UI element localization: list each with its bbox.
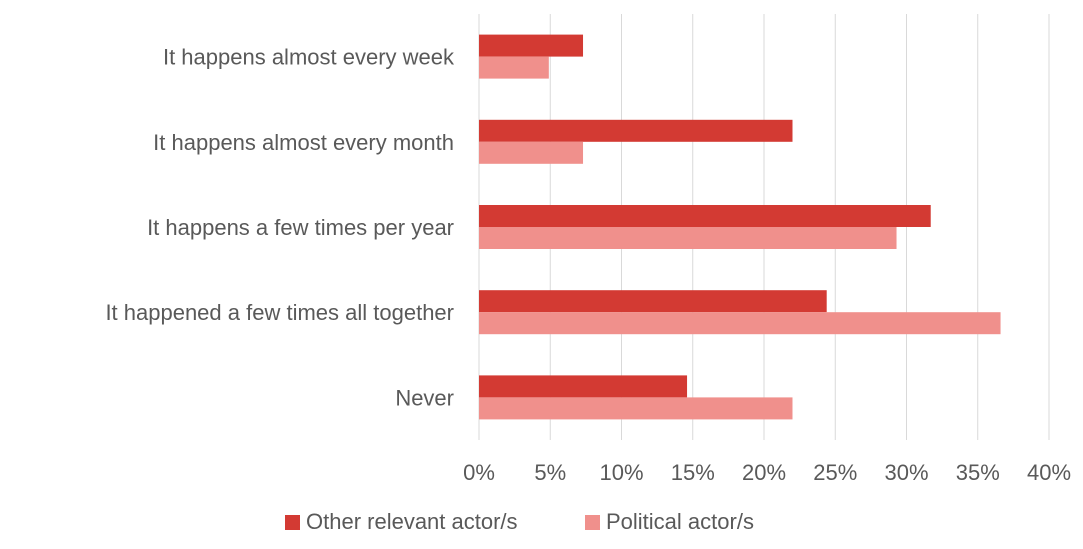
bar-other-relevant-actors — [479, 119, 793, 142]
legend-swatch — [285, 515, 300, 530]
category-label: It happened a few times all together — [105, 300, 454, 325]
x-tick-label: 35% — [956, 460, 1000, 485]
x-tick-label: 40% — [1027, 460, 1071, 485]
bar-political-actors — [479, 141, 584, 164]
x-tick-label: 5% — [534, 460, 566, 485]
category-label: Never — [395, 385, 454, 410]
bar-other-relevant-actors — [479, 205, 931, 227]
bar-other-relevant-actors — [479, 34, 584, 57]
bar-other-relevant-actors — [479, 375, 688, 398]
legend-label: Political actor/s — [606, 509, 754, 534]
x-tick-label: 25% — [813, 460, 857, 485]
category-label: It happens a few times per year — [147, 215, 454, 240]
bar-political-actors — [479, 397, 793, 420]
bar-political-actors — [479, 312, 1001, 335]
bar-political-actors — [479, 227, 897, 249]
x-tick-label: 10% — [599, 460, 643, 485]
category-label: It happens almost every month — [153, 130, 454, 155]
x-tick-label: 15% — [671, 460, 715, 485]
x-tick-label: 30% — [884, 460, 928, 485]
category-labels: It happens almost every week It happens a… — [105, 45, 455, 411]
legend-swatch — [585, 515, 600, 530]
x-tick-label: 20% — [742, 460, 786, 485]
category-label: It happens almost every week — [163, 45, 455, 70]
legend-label: Other relevant actor/s — [306, 509, 518, 534]
bar-political-actors — [479, 56, 549, 79]
x-tick-label: 0% — [463, 460, 495, 485]
legend: Other relevant actor/s Political actor/s — [285, 509, 754, 534]
bars — [479, 34, 1001, 420]
x-axis-tick-labels: 0% 5% 10% 15% 20% 25% 30% 35% 40% — [463, 460, 1071, 485]
bar-other-relevant-actors — [479, 290, 827, 313]
